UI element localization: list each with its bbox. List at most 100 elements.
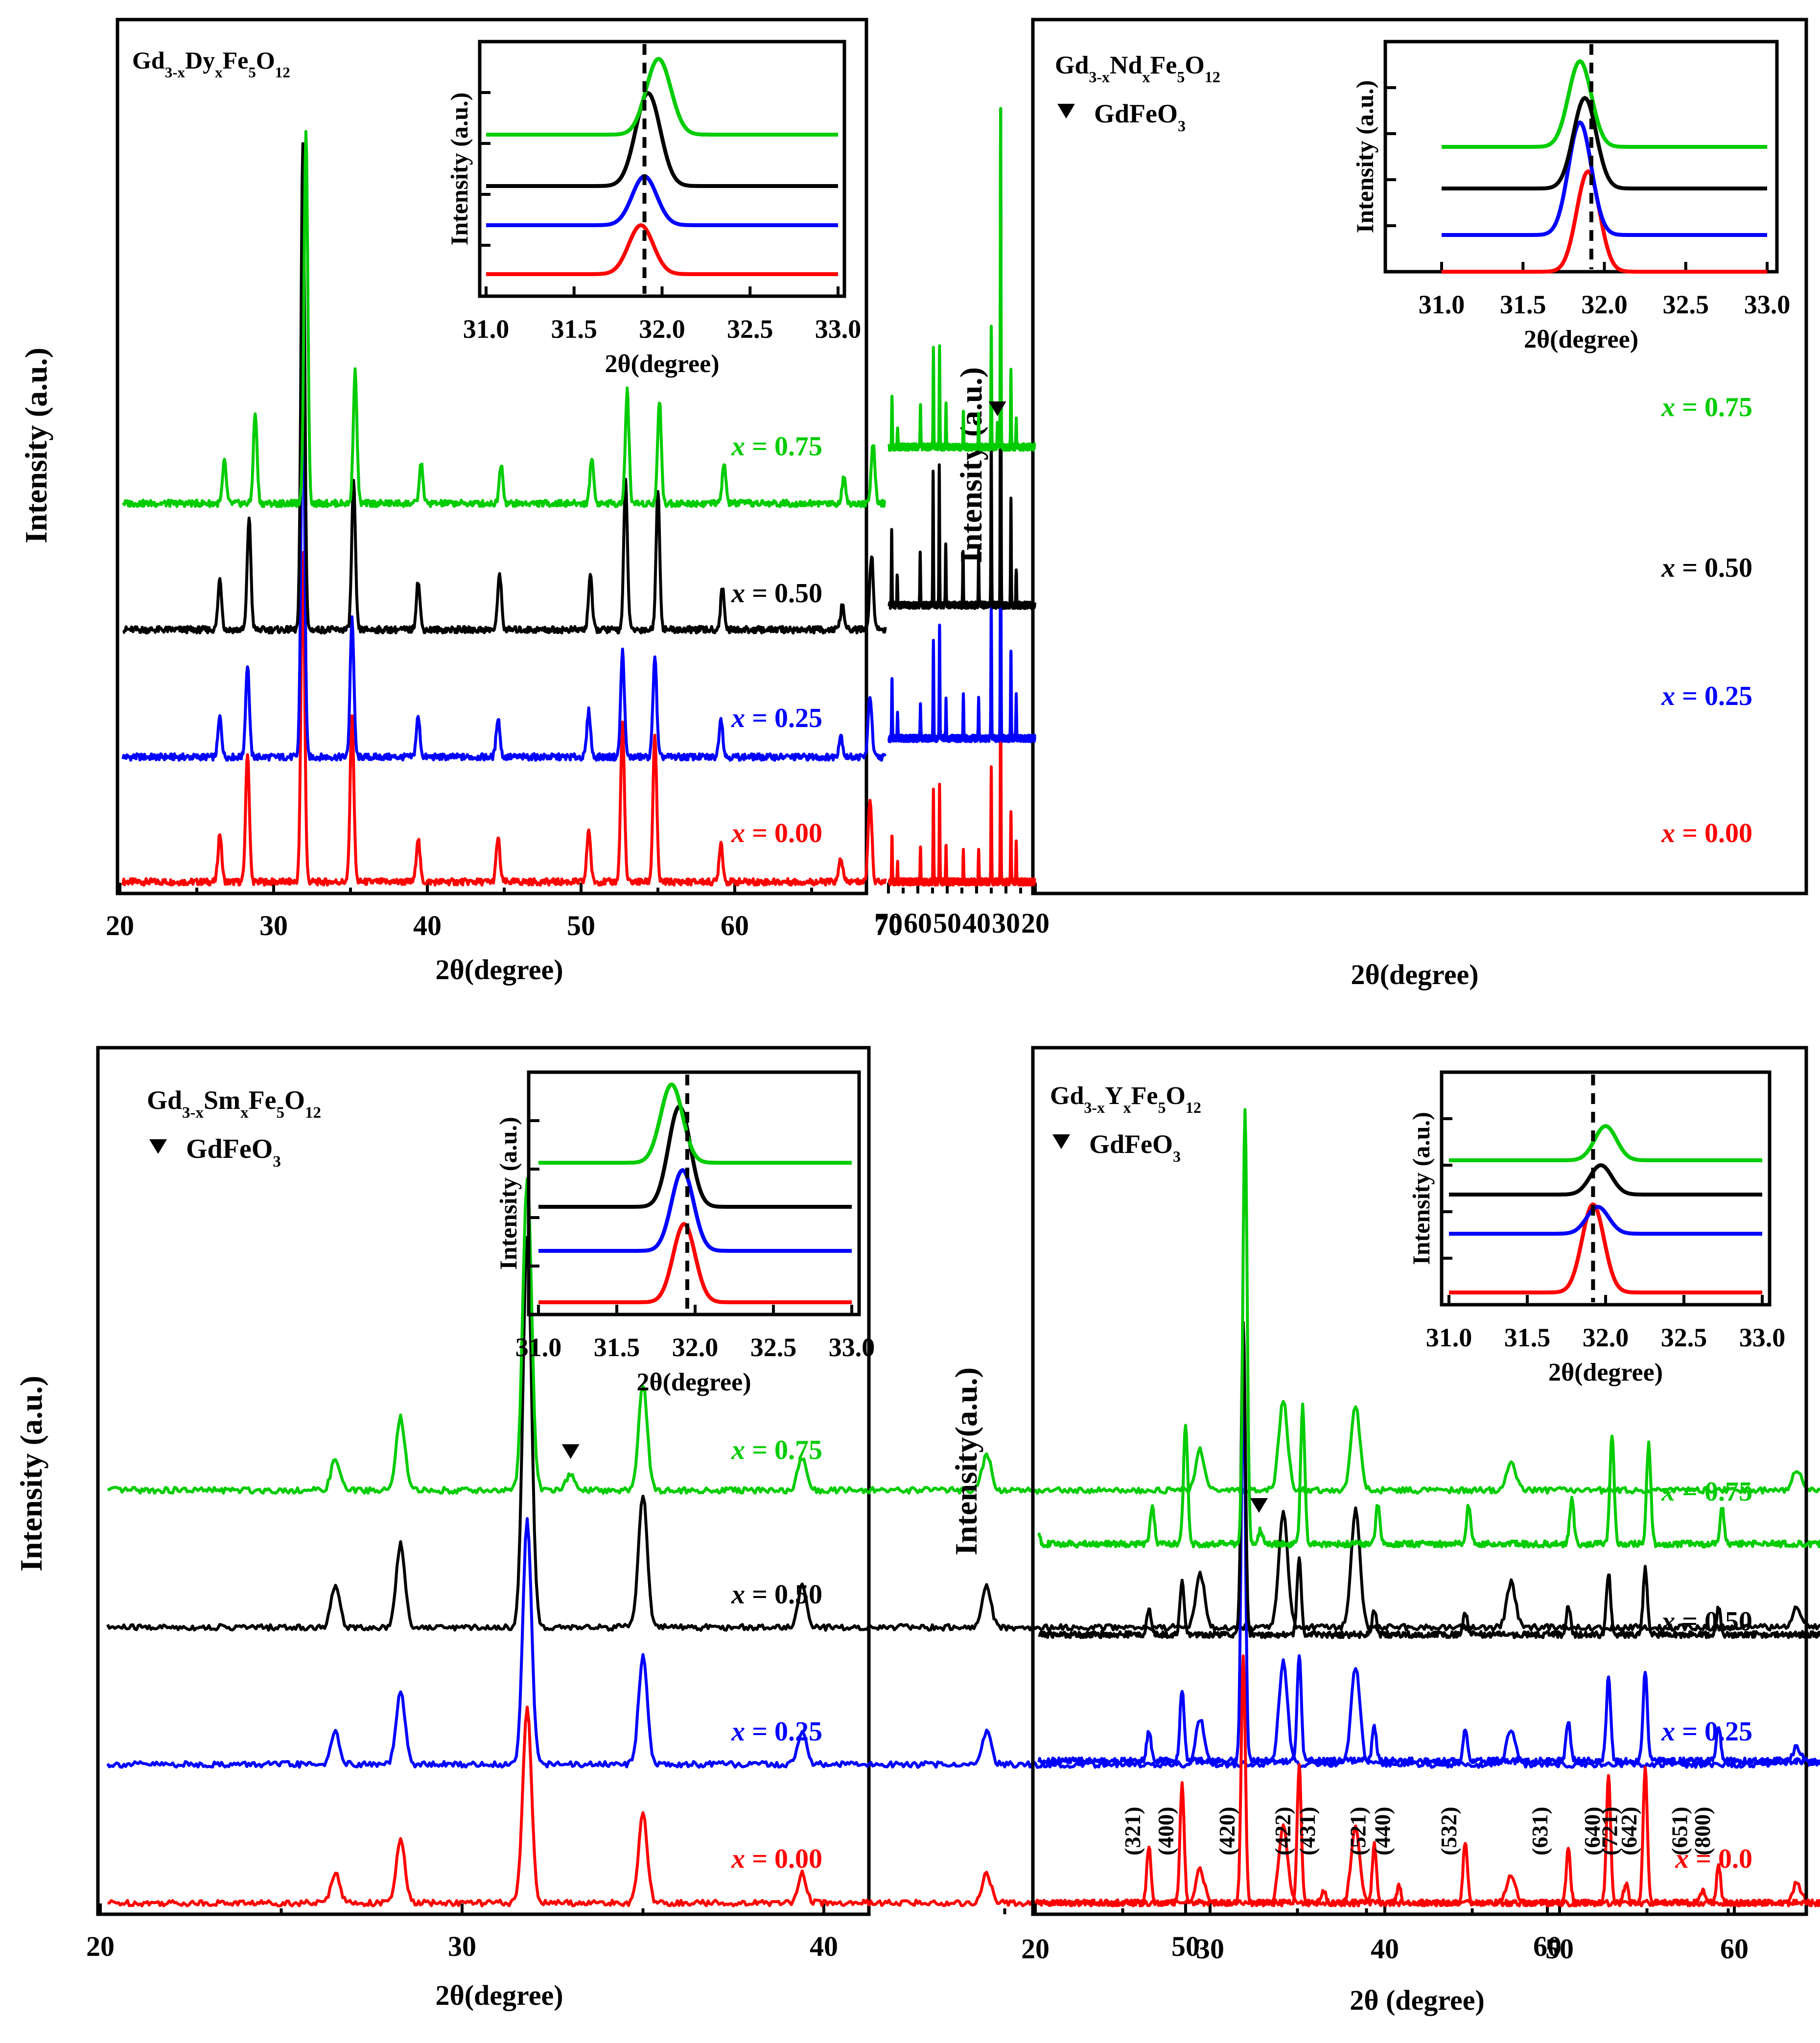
x-tick-label: 20 [1021, 1933, 1050, 1965]
down-triangle-icon [1057, 104, 1075, 118]
series-label-var: x [731, 818, 745, 848]
xrd-pattern-000 [887, 668, 1036, 887]
xrd-pattern-025 [106, 1517, 1820, 1769]
xrd-pattern-025 [1037, 1371, 1820, 1765]
x-tick-label: 30 [448, 1930, 476, 1962]
inset-x-tick-label: 32.0 [1583, 1323, 1629, 1352]
x-tick-label: 20 [106, 910, 134, 941]
inset-y-axis-label: Intensity (a.u.) [494, 1117, 522, 1270]
series-label-value: = 0.50 [1675, 553, 1752, 583]
x-tick-label: 60 [1720, 1933, 1749, 1965]
series-label: x = 0.50 [1661, 553, 1752, 583]
legend-subscript: 3 [1173, 1148, 1181, 1165]
title-element: O [256, 47, 275, 74]
title-subscript: 12 [275, 64, 290, 81]
legend-label: GdFeO3 [1089, 1129, 1181, 1165]
x-tick-label: 60 [721, 910, 749, 941]
title-element: Sm [204, 1085, 240, 1115]
inset-frame [1383, 40, 1779, 274]
inset-pattern-025 [1448, 1205, 1763, 1236]
series-label-var: x [1675, 1844, 1689, 1874]
series-label-value: = 0.50 [1675, 1606, 1752, 1637]
series-label-value: = 0.50 [745, 1579, 822, 1610]
x-tick-label: 40 [1371, 1933, 1399, 1965]
series-label: x = 0.75 [1661, 1477, 1752, 1507]
x-tick-label: 50 [567, 910, 595, 941]
series-label-var: x [1661, 1716, 1675, 1747]
panel-title: Gd3-xDyxFe5O12 [132, 47, 290, 81]
legend-subscript: 3 [273, 1153, 281, 1171]
title-element: O [284, 1085, 305, 1115]
inset-x-tick-label: 31.5 [594, 1333, 640, 1362]
plot-frame [1031, 1046, 1808, 1916]
series-label-var: x [731, 578, 745, 609]
inset-y-axis-label: Intensity (a.u.) [1407, 1112, 1435, 1265]
y-axis-label: Intensity(a.u.) [949, 1367, 983, 1555]
title-element: Gd [147, 1085, 182, 1115]
series-label-value: = 0.75 [745, 1435, 822, 1465]
series-label: x = 0.50 [731, 1579, 822, 1610]
series-label: x = 0.00 [1661, 818, 1752, 848]
series-label: x = 0.50 [1661, 1606, 1752, 1637]
panel-title: Gd3-xSmxFe5O12 [147, 1085, 321, 1122]
series-label-value: = 0.00 [745, 1844, 822, 1874]
hkl-label: (400) [1153, 1807, 1178, 1855]
series-label-value: = 0.25 [1675, 681, 1752, 711]
inset-pattern-075 [486, 57, 839, 137]
inset-x-tick-label: 32.0 [672, 1333, 719, 1362]
legend-formula: GdFeO [186, 1134, 273, 1164]
inset-pattern-050 [486, 91, 839, 188]
title-element: Fe [1131, 1082, 1158, 1110]
legend-subscript: 3 [1178, 117, 1186, 135]
inset-pattern-050 [1441, 96, 1768, 190]
x-tick-label: 60 [1533, 1930, 1562, 1962]
title-element: Fe [223, 47, 249, 74]
inset-x-tick-label: 31.5 [551, 314, 598, 344]
series-label: x = 0.25 [731, 703, 822, 733]
series-label-var: x [731, 703, 745, 733]
series-label-value: = 0.0 [1689, 1844, 1752, 1874]
series-label: x = 0.50 [731, 578, 822, 609]
xrd-pattern-075 [887, 107, 1036, 452]
title-subscript: 5 [1158, 1099, 1166, 1116]
inset-x-tick-label: 33.0 [1739, 1323, 1786, 1352]
down-triangle-icon [149, 1139, 167, 1154]
series-label: x = 0.75 [1661, 392, 1752, 423]
legend-formula: GdFeO [1094, 99, 1178, 128]
title-subscript: 12 [1205, 68, 1220, 86]
series-label: x = 0.00 [731, 1844, 822, 1874]
x-tick-label: 50 [1171, 1930, 1200, 1962]
inset-pattern-050 [538, 1104, 852, 1209]
title-subscript: 3-x [165, 64, 186, 81]
title-subscript: x [215, 64, 223, 81]
title-element: Fe [1150, 51, 1177, 79]
series-label: x = 0.0 [1675, 1844, 1752, 1874]
legend-formula: GdFeO [1089, 1129, 1173, 1159]
panel-title: Gd3-xYxFe5O12 [1050, 1082, 1201, 1116]
x-axis-label: 2θ(degree) [435, 954, 563, 986]
series-label-value: = 0.25 [1675, 1716, 1752, 1747]
xrd-pattern-025 [887, 470, 1036, 743]
inset-x-tick-label: 33.0 [815, 314, 862, 344]
x-tick-label: 40 [413, 910, 442, 941]
title-element: Fe [249, 1085, 277, 1115]
inset-frame [478, 40, 846, 298]
inset-pattern-075 [1441, 59, 1768, 149]
inset-x-tick-label: 32.0 [1581, 290, 1628, 319]
series-label-var: x [731, 1435, 745, 1465]
inset-x-tick-label: 31.5 [1500, 290, 1546, 319]
series-label: x = 0.25 [731, 1716, 822, 1747]
title-element: O [1166, 1082, 1185, 1110]
series-label-var: x [731, 1579, 745, 1610]
series-label-value: = 0.00 [745, 818, 822, 848]
series-label-var: x [1661, 1606, 1675, 1637]
series-label-var: x [1661, 553, 1675, 583]
hkl-label: (422) [1270, 1807, 1295, 1855]
x-axis-label: 2θ(degree) [1351, 959, 1478, 990]
inset-pattern-000 [538, 1222, 852, 1304]
inset-pattern-075 [538, 1082, 852, 1165]
inset-frame [1440, 1070, 1772, 1307]
